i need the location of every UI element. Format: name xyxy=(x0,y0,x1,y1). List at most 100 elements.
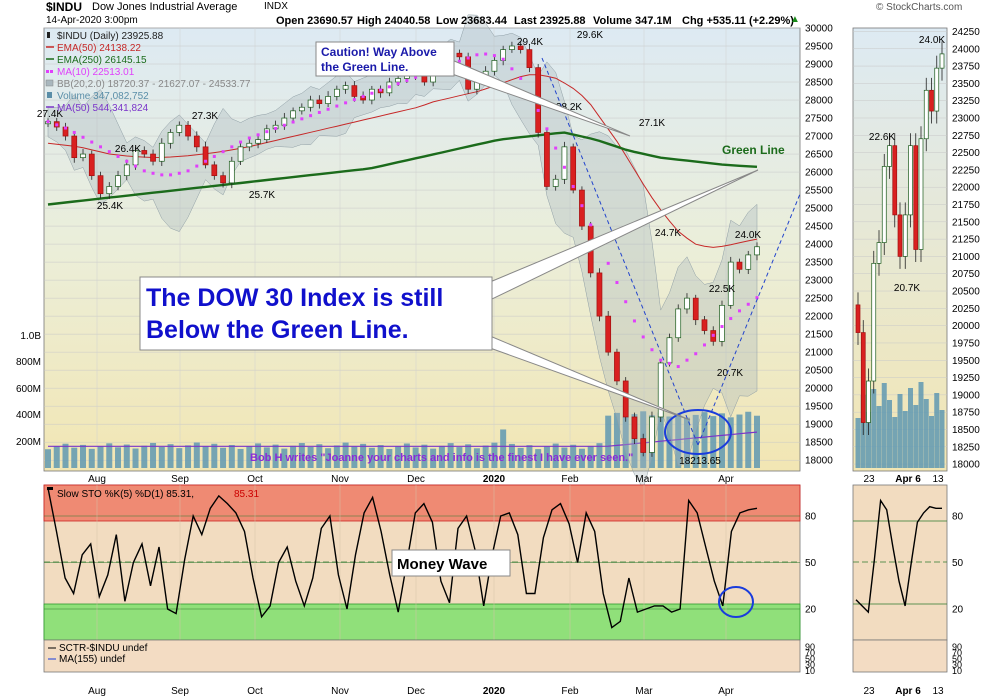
price-candle xyxy=(491,60,498,72)
side-sctr-tick-label: 50 xyxy=(952,654,962,664)
volume-bar xyxy=(106,443,113,468)
side-sctr-tick-label: 10 xyxy=(952,666,962,676)
side-price-axis: 18000 18250 18500 18750 19000 19250 19500 19750… xyxy=(952,27,980,471)
side-volume-bar xyxy=(871,389,877,468)
side-tick-label: 21500 xyxy=(952,217,980,228)
sto-circle xyxy=(718,586,754,618)
side-tick-label: 19750 xyxy=(952,338,980,349)
price-tick-label: 21500 xyxy=(805,330,833,341)
price-tick-label: 24500 xyxy=(805,222,833,233)
side-tick-label: 22750 xyxy=(952,131,980,142)
ma10-dot xyxy=(676,365,680,369)
price-axis: 18000 18500 19000 19500 20000 20500 21000 21500… xyxy=(805,24,833,467)
side-sctr-tick-label: 30 xyxy=(952,660,962,670)
sctr-tick-label: 10 xyxy=(805,666,815,676)
side-volume-bar xyxy=(866,412,871,468)
volume-bar xyxy=(622,416,629,468)
annotation-label: 27.3K xyxy=(192,111,218,122)
price-tick-label: 29000 xyxy=(805,60,833,71)
side-tick-label: 20000 xyxy=(952,321,980,332)
side-tick-label: 23000 xyxy=(952,113,980,124)
ma10-dot xyxy=(379,88,383,92)
price-candle xyxy=(526,49,533,68)
ma10-dot xyxy=(457,59,461,63)
ma10-dot xyxy=(221,150,225,154)
volume-bar xyxy=(596,443,603,468)
ma10-dot xyxy=(239,140,243,144)
side-volume-bar xyxy=(908,388,913,468)
price-candle xyxy=(684,297,690,310)
price-candle xyxy=(334,88,340,97)
ma10-dot xyxy=(729,317,733,321)
side-candle xyxy=(871,262,877,382)
ma10-dot xyxy=(711,333,715,337)
price-candle xyxy=(342,85,349,90)
ma10-dot xyxy=(134,164,138,168)
side-volume-bar xyxy=(855,418,861,468)
side-volume-bar xyxy=(934,393,940,468)
volume-bar xyxy=(500,429,507,468)
volume-bar xyxy=(193,442,200,468)
price-candle xyxy=(754,246,760,256)
ma10-dot xyxy=(212,154,216,158)
ma10-dot xyxy=(667,361,671,365)
price-candle xyxy=(71,135,78,159)
price-candle xyxy=(193,135,200,148)
ma10-dot xyxy=(326,107,330,111)
side-candle xyxy=(887,145,892,167)
volume-bar xyxy=(386,449,393,468)
side-sto-panel xyxy=(852,484,948,641)
price-candle xyxy=(237,146,244,162)
volume-bar xyxy=(657,412,664,468)
volume-bar xyxy=(71,447,78,468)
price-tick-label: 21000 xyxy=(805,348,833,359)
side-tick-label: 18000 xyxy=(952,460,980,471)
price-candle xyxy=(298,106,305,112)
volume-bar xyxy=(237,448,244,468)
time-label: Sep xyxy=(171,474,189,485)
money-wave-label: Money Wave xyxy=(397,556,487,573)
dow-callout-line1: The DOW 30 Index is still xyxy=(146,284,443,312)
price-candle xyxy=(167,132,174,144)
annotation-label: 24.0K xyxy=(735,230,761,241)
volume-bar xyxy=(220,447,227,468)
ma10-dot xyxy=(519,76,523,80)
time-label: Dec xyxy=(407,474,425,485)
side-volume-bar xyxy=(876,406,882,468)
sto-legend-swatch xyxy=(47,487,53,490)
volume-bar xyxy=(333,445,340,468)
sctr-tick-label: 90 xyxy=(805,642,815,652)
side-sto-line xyxy=(855,498,942,614)
index-name: Dow Jones Industrial Average xyxy=(92,1,238,13)
volume-bar xyxy=(211,443,218,468)
ma10-dot xyxy=(309,114,313,118)
price-candle xyxy=(246,142,253,148)
price-candle xyxy=(395,78,401,83)
side-tick-label: 18750 xyxy=(952,408,980,419)
price-candle xyxy=(106,186,113,195)
ma10-dot xyxy=(571,184,575,188)
volume-bar xyxy=(552,443,559,468)
price-tick-label: 22000 xyxy=(805,312,833,323)
time-label-bottom: Oct xyxy=(247,686,263,697)
price-candle xyxy=(605,315,612,353)
ma10-dot xyxy=(694,352,698,356)
header-open: Open 23690.57 xyxy=(276,15,354,27)
price-candle xyxy=(316,99,323,104)
volume-bar xyxy=(526,445,533,468)
ma10-dot xyxy=(615,281,619,285)
volume-bar xyxy=(491,442,498,468)
ma10-dot xyxy=(169,173,173,177)
price-candle xyxy=(692,297,699,321)
price-tick-label: 26500 xyxy=(805,150,833,161)
price-tick-label: 20500 xyxy=(805,366,833,377)
side-candle xyxy=(939,53,945,69)
side-tick-label: 19000 xyxy=(952,390,980,401)
side-tick-label: 20500 xyxy=(952,287,980,298)
sto-legend-value: 85.31 xyxy=(234,489,259,500)
volume-tick-label: 400M xyxy=(16,410,41,421)
side-candle xyxy=(897,214,903,257)
price-candle xyxy=(614,351,620,382)
side-tick-label: 18250 xyxy=(952,442,980,453)
side-candle xyxy=(866,380,871,423)
